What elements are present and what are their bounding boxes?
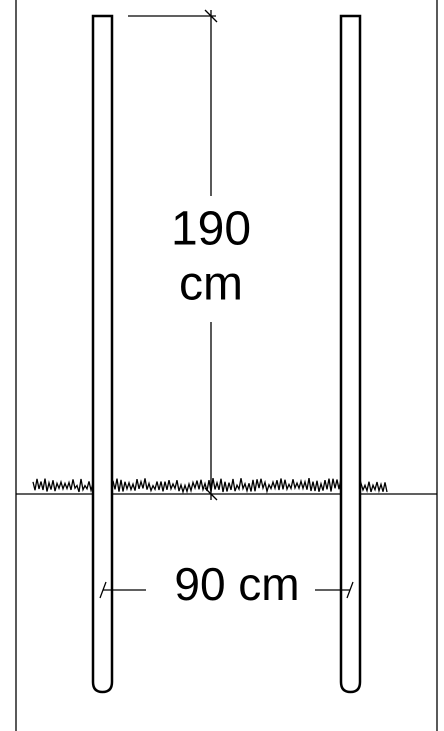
right-post (339, 14, 362, 694)
dimension-tick (99, 581, 107, 599)
dimension-tick (346, 581, 354, 599)
height-unit: cm (179, 258, 243, 311)
left-post (91, 14, 114, 694)
grass (32, 477, 388, 495)
width-label: 90 cm (174, 558, 299, 610)
dimension-tick (204, 9, 218, 23)
height-value: 190 (171, 203, 251, 256)
dimension-tick (204, 487, 218, 501)
